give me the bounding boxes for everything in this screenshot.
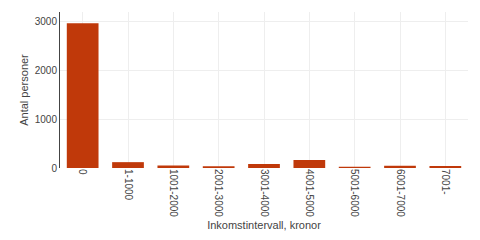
svg-text:1001-2000: 1001-2000	[168, 169, 179, 217]
svg-text:0: 0	[51, 163, 57, 174]
svg-text:2000: 2000	[35, 65, 58, 76]
svg-text:5001-6000: 5001-6000	[349, 169, 360, 217]
svg-text:1-1000: 1-1000	[123, 169, 134, 201]
svg-text:2001-3000: 2001-3000	[213, 169, 224, 217]
svg-text:1000: 1000	[35, 114, 58, 125]
svg-text:3000: 3000	[35, 16, 58, 27]
svg-text:3001-4000: 3001-4000	[259, 169, 270, 217]
svg-text:Inkomstintervall, kronor: Inkomstintervall, kronor	[207, 219, 321, 231]
svg-text:Antal personer: Antal personer	[18, 54, 30, 126]
svg-text:7001-: 7001-	[440, 169, 451, 195]
svg-text:0: 0	[77, 169, 88, 175]
svg-text:6001-7000: 6001-7000	[395, 169, 406, 217]
svg-text:4001-5000: 4001-5000	[304, 169, 315, 217]
